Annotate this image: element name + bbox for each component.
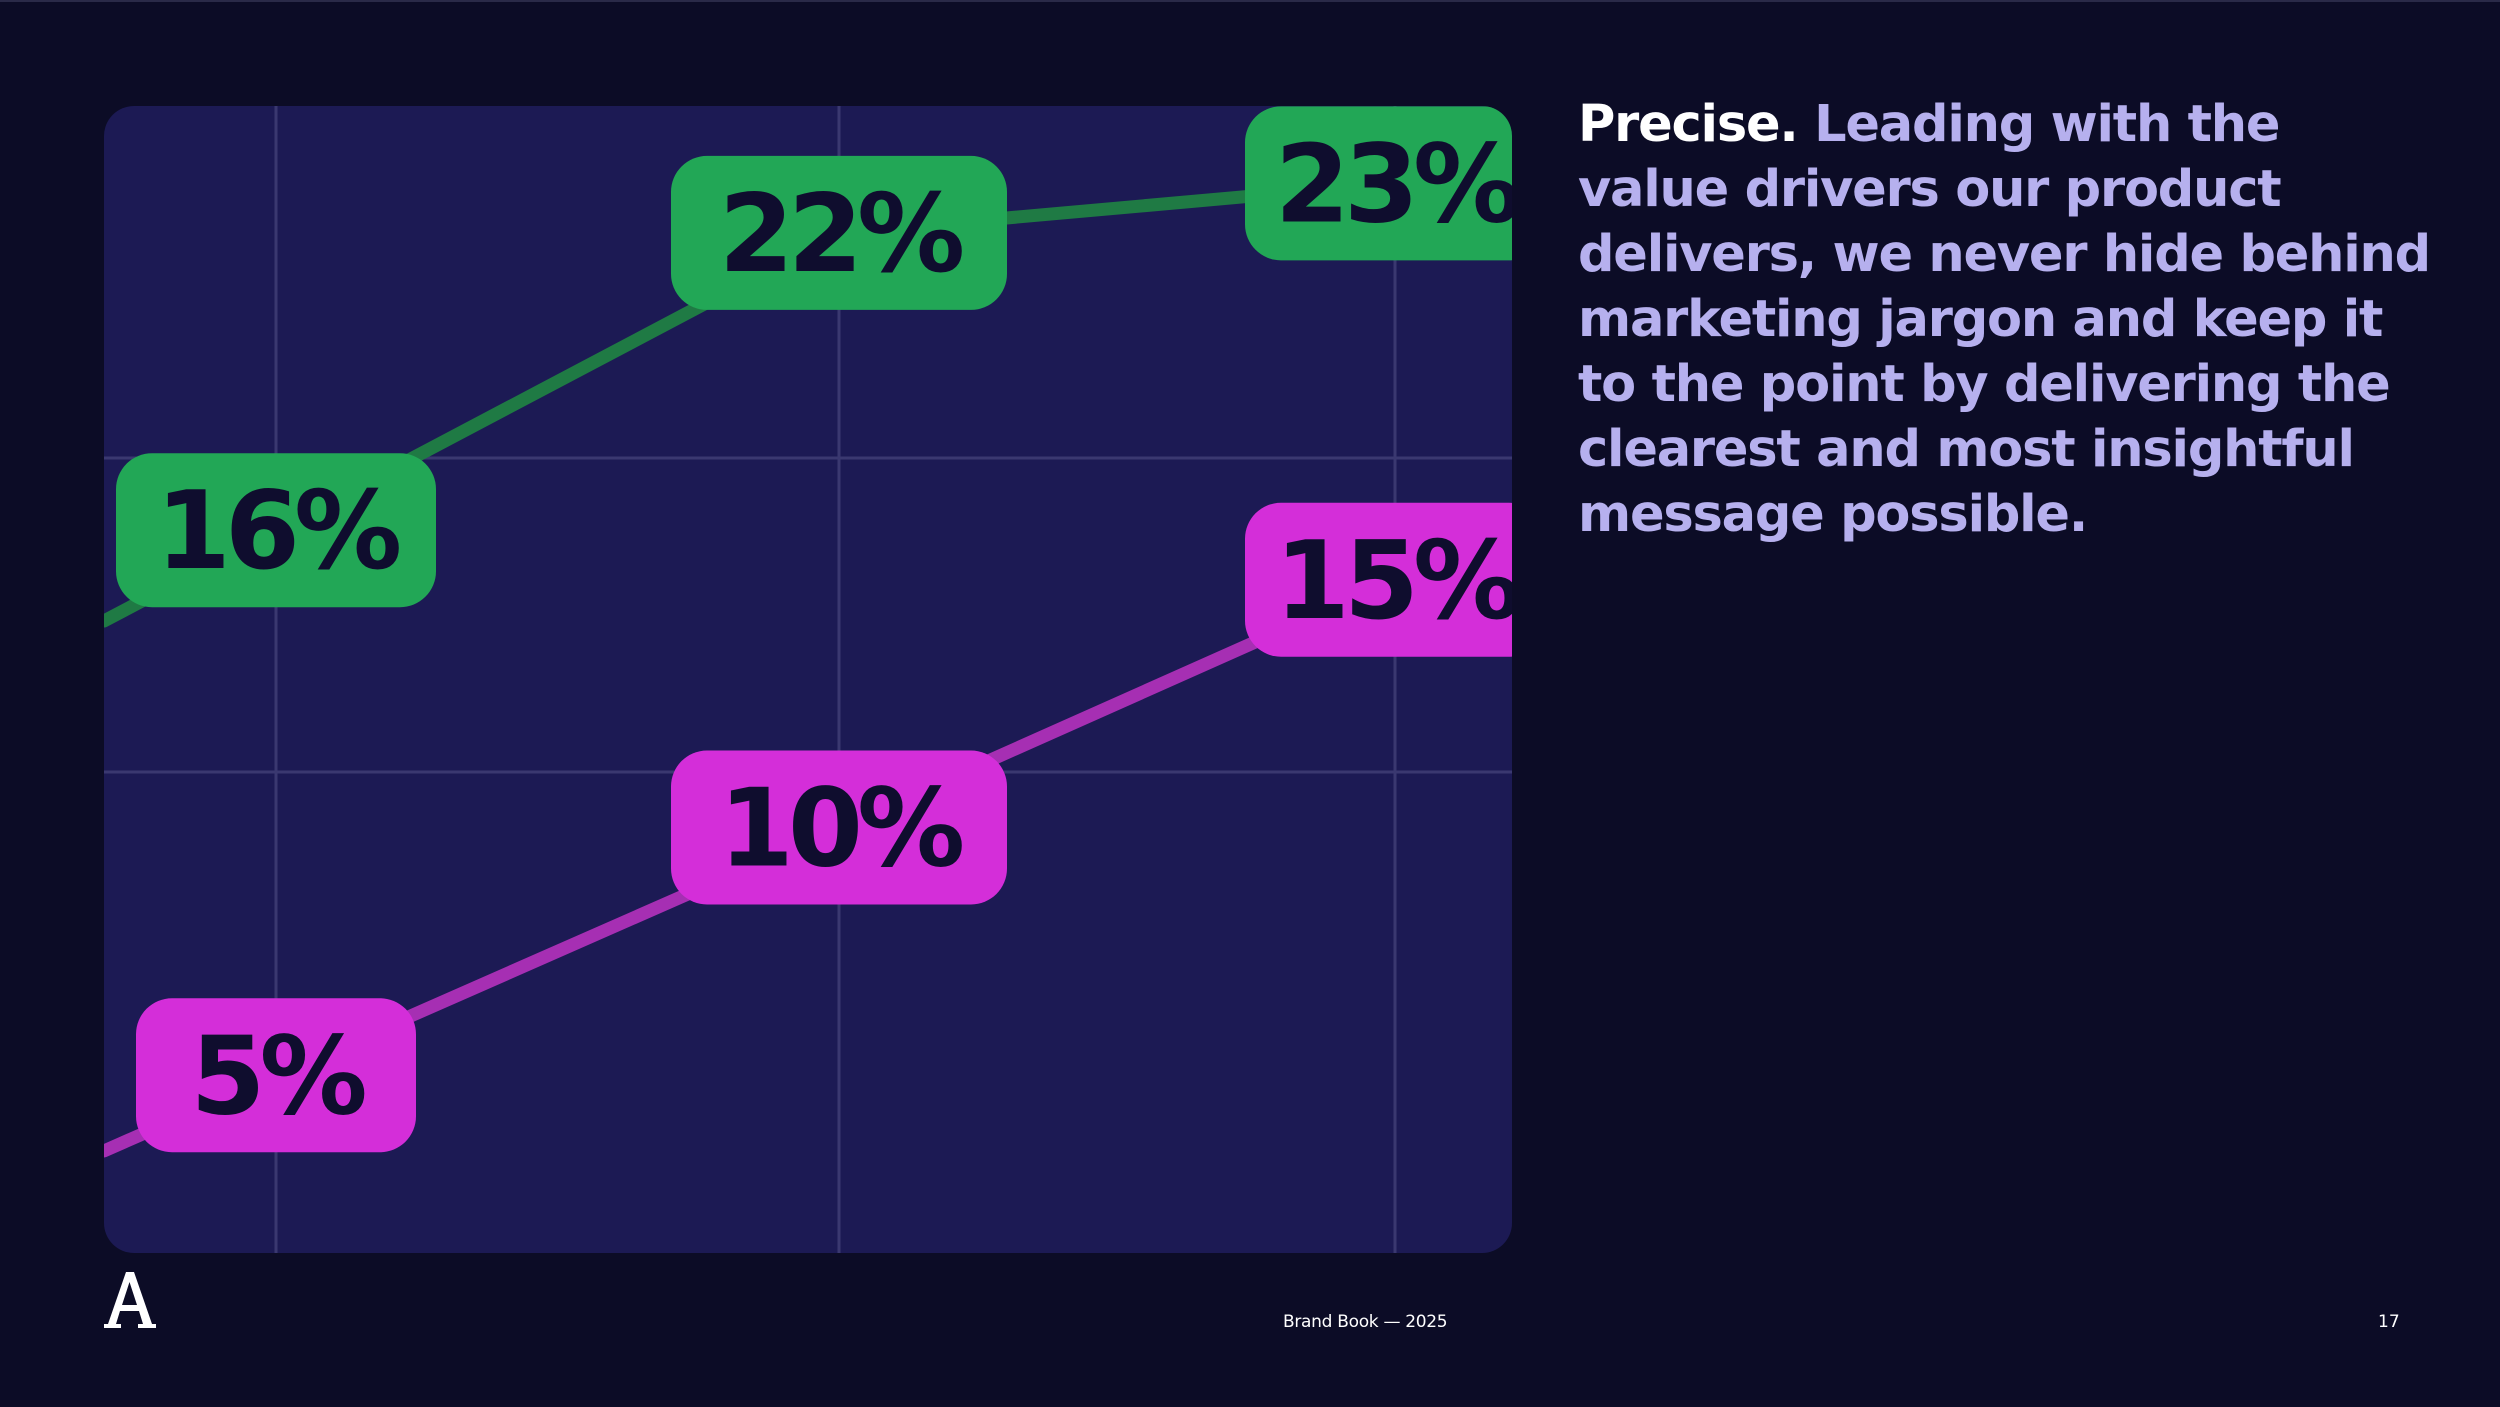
value-label-pill	[116, 453, 436, 608]
value-label-text: 15%	[1275, 519, 1512, 644]
value-label-green: 16%	[116, 453, 436, 608]
value-label-magenta: 15%	[1245, 502, 1512, 657]
value-label-green: 23%	[1245, 106, 1512, 261]
serif-letter-a-logo-icon	[104, 1272, 156, 1328]
body-text: Leading with the value drivers our produ…	[1578, 95, 2431, 544]
value-label-text: 22%	[719, 172, 962, 297]
value-label-text: 10%	[719, 767, 962, 892]
value-label-magenta: 10%	[671, 750, 1007, 905]
value-label-green: 22%	[671, 155, 1007, 310]
lead-word: Precise.	[1578, 95, 1799, 154]
line-chart: 16% 22% 23% 5% 10% 15%	[104, 106, 1512, 1253]
value-label-pill	[136, 998, 416, 1153]
value-label-pill	[1245, 106, 1512, 261]
value-label-pill	[1245, 502, 1512, 657]
value-label-text: 16%	[156, 469, 399, 594]
page-number: 17	[2378, 1312, 2400, 1332]
value-label-text: 5%	[190, 1014, 364, 1139]
value-label-text: 23%	[1275, 122, 1512, 247]
slide-body-copy: Precise. Leading with the value drivers …	[1578, 92, 2438, 547]
value-label-pill	[671, 155, 1007, 310]
value-label-magenta: 5%	[136, 998, 416, 1153]
value-label-pill	[671, 750, 1007, 905]
chart-panel: 16% 22% 23% 5% 10% 15%	[104, 106, 1512, 1253]
footer-title: Brand Book — 2025	[1283, 1312, 1448, 1332]
